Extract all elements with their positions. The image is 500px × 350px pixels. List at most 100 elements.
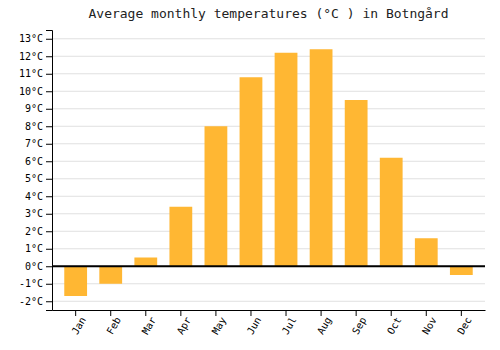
bar: [134, 258, 157, 267]
x-axis: Jan Feb Mar Apr May Jun Jul Aug Sep Oct Nov Dec: [53, 310, 486, 336]
grid-line: [52, 38, 485, 39]
y-tick-label: -2°C: [19, 296, 43, 307]
x-tick-mark: [180, 310, 181, 316]
y-axis: -2°C-1°C0°C1°C2°C3°C4°C5°C6°C7°C8°C9°C10…: [19, 31, 53, 311]
bar: [380, 158, 403, 267]
y-tick: 0°C: [25, 261, 52, 272]
y-tick-label: 9°C: [25, 103, 43, 114]
x-tick-label: Mar: [140, 315, 159, 336]
x-tick-label: Nov: [420, 315, 439, 336]
bar: [310, 49, 333, 266]
y-tick-mark: [46, 126, 52, 127]
y-tick-mark: [46, 39, 52, 40]
y-tick: 1°C: [25, 243, 52, 254]
x-tick: Aug: [315, 310, 334, 336]
y-tick: 11°C: [19, 68, 52, 79]
bar: [275, 53, 298, 267]
y-tick-mark: [46, 179, 52, 180]
x-tick-mark: [110, 310, 111, 316]
x-tick: Sep: [350, 310, 369, 336]
x-tick: Feb: [105, 310, 124, 336]
chart: Average monthly temperatures (°C ) in Bo…: [0, 0, 500, 350]
zero-line: [52, 265, 485, 267]
x-tick-label: Jun: [245, 315, 264, 336]
grid-line: [52, 91, 485, 92]
y-tick: 8°C: [25, 121, 52, 132]
grid-line: [52, 301, 485, 302]
bar: [99, 266, 122, 284]
y-tick-label: 6°C: [25, 156, 43, 167]
grid-line: [52, 161, 485, 162]
x-tick-label: Dec: [455, 315, 474, 336]
x-tick-mark: [391, 310, 392, 316]
grid-line: [52, 56, 485, 57]
y-tick-label: 13°C: [19, 33, 43, 44]
x-tick: Jul: [280, 310, 299, 336]
grid: [52, 39, 485, 302]
x-tick-label: Apr: [175, 315, 194, 336]
x-tick-label: Jul: [280, 315, 299, 336]
title: Average monthly temperatures (°C ) in Bo…: [88, 6, 448, 21]
marks: [64, 49, 472, 296]
y-tick-mark: [46, 214, 52, 215]
x-tick-label: Sep: [350, 315, 369, 336]
y-tick-label: 11°C: [19, 68, 43, 79]
y-tick-label: 8°C: [25, 121, 43, 132]
plot: -2°C-1°C0°C1°C2°C3°C4°C5°C6°C7°C8°C9°C10…: [19, 31, 486, 337]
x-tick: Nov: [420, 310, 439, 336]
x-tick-label: Jan: [69, 315, 88, 336]
grid-line: [52, 126, 485, 127]
y-tick-mark: [46, 301, 52, 302]
x-tick-label: May: [210, 315, 229, 336]
grid-line: [52, 231, 485, 232]
grid-line: [52, 213, 485, 214]
y-tick-label: 10°C: [19, 86, 43, 97]
x-tick: Jan: [69, 310, 88, 336]
y-tick-mark: [46, 56, 52, 57]
y-tick: -2°C: [19, 296, 52, 307]
y-tick: 2°C: [25, 226, 52, 237]
x-tick-mark: [321, 310, 322, 316]
y-tick: 10°C: [19, 86, 52, 97]
x-tick-label: Aug: [315, 315, 334, 336]
x-tick-mark: [145, 310, 146, 316]
y-tick-mark: [46, 284, 52, 285]
x-tick-label: Feb: [105, 315, 124, 336]
y-axis-line: [46, 31, 53, 311]
y-tick-label: 12°C: [19, 51, 43, 62]
y-tick-mark: [46, 161, 52, 162]
y-tick: 13°C: [19, 33, 52, 44]
y-tick-label: 5°C: [25, 173, 43, 184]
bar: [169, 207, 192, 267]
grid-line: [52, 196, 485, 197]
bar: [345, 100, 368, 266]
y-tick: 4°C: [25, 191, 52, 202]
y-tick: -1°C: [19, 278, 52, 289]
bar: [64, 266, 87, 296]
bar: [415, 238, 438, 266]
grid-line: [52, 266, 485, 267]
x-tick: Mar: [140, 310, 159, 336]
y-tick-mark: [46, 249, 52, 250]
x-tick: Oct: [385, 310, 404, 336]
x-tick-mark: [356, 310, 357, 316]
bar: [240, 77, 263, 266]
y-tick-mark: [46, 231, 52, 232]
y-tick-mark: [46, 91, 52, 92]
bar: [205, 126, 228, 266]
y-tick: 7°C: [25, 138, 52, 149]
grid-line: [52, 143, 485, 144]
y-tick: 9°C: [25, 103, 52, 114]
y-tick-label: 2°C: [25, 226, 43, 237]
grid-line: [52, 178, 485, 179]
y-tick-label: 1°C: [25, 243, 43, 254]
y-tick-label: 4°C: [25, 191, 43, 202]
grid-line: [52, 108, 485, 109]
y-tick: 12°C: [19, 51, 52, 62]
x-tick-mark: [215, 310, 216, 316]
y-tick: 5°C: [25, 173, 52, 184]
y-tick-mark: [46, 266, 52, 267]
x-tick-mark: [250, 310, 251, 316]
y-tick-mark: [46, 196, 52, 197]
x-tick-mark: [461, 310, 462, 316]
